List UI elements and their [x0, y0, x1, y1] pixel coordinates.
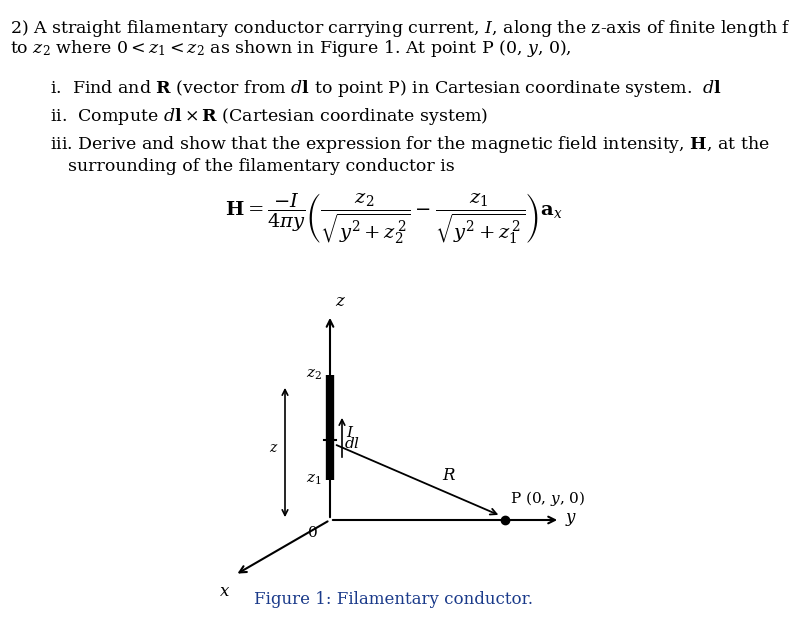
Text: $y$: $y$ — [565, 511, 578, 529]
Text: $z$: $z$ — [335, 293, 346, 310]
Text: surrounding of the filamentary conductor is: surrounding of the filamentary conductor… — [68, 158, 454, 175]
Text: $z$: $z$ — [270, 441, 279, 454]
Text: 2) A straight filamentary conductor carrying current, $I$, along the z-axis of f: 2) A straight filamentary conductor carr… — [10, 18, 789, 39]
Text: $\mathbf{H} = \dfrac{-I}{4\pi y}\left(\dfrac{z_2}{\sqrt{y^2 + z_2^{\,2}}} - \dfr: $\mathbf{H} = \dfrac{-I}{4\pi y}\left(\d… — [225, 192, 563, 246]
Text: Figure 1: Filamentary conductor.: Figure 1: Filamentary conductor. — [255, 591, 533, 608]
Text: $0$: $0$ — [307, 525, 318, 540]
Text: $I$: $I$ — [346, 425, 354, 440]
Text: i.  Find and $\mathbf{R}$ (vector from $d\mathbf{l}$ to point P) in Cartesian co: i. Find and $\mathbf{R}$ (vector from $d… — [50, 78, 722, 99]
Text: $R$: $R$ — [443, 466, 457, 484]
Text: $z_1$: $z_1$ — [306, 472, 322, 488]
Text: $dl$: $dl$ — [344, 436, 360, 451]
Text: $x$: $x$ — [219, 583, 230, 600]
Text: to $z_2$ where $0 < z_1 < z_2$ as shown in Figure 1. At point P (0, $y$, 0),: to $z_2$ where $0 < z_1 < z_2$ as shown … — [10, 38, 572, 59]
Text: $z_2$: $z_2$ — [306, 368, 322, 382]
Text: ii.  Compute $d\mathbf{l}\times\mathbf{R}$ (Cartesian coordinate system): ii. Compute $d\mathbf{l}\times\mathbf{R}… — [50, 106, 488, 127]
Text: P (0, $y$, 0): P (0, $y$, 0) — [510, 489, 585, 508]
Text: iii. Derive and show that the expression for the magnetic field intensity, $\mat: iii. Derive and show that the expression… — [50, 134, 770, 155]
